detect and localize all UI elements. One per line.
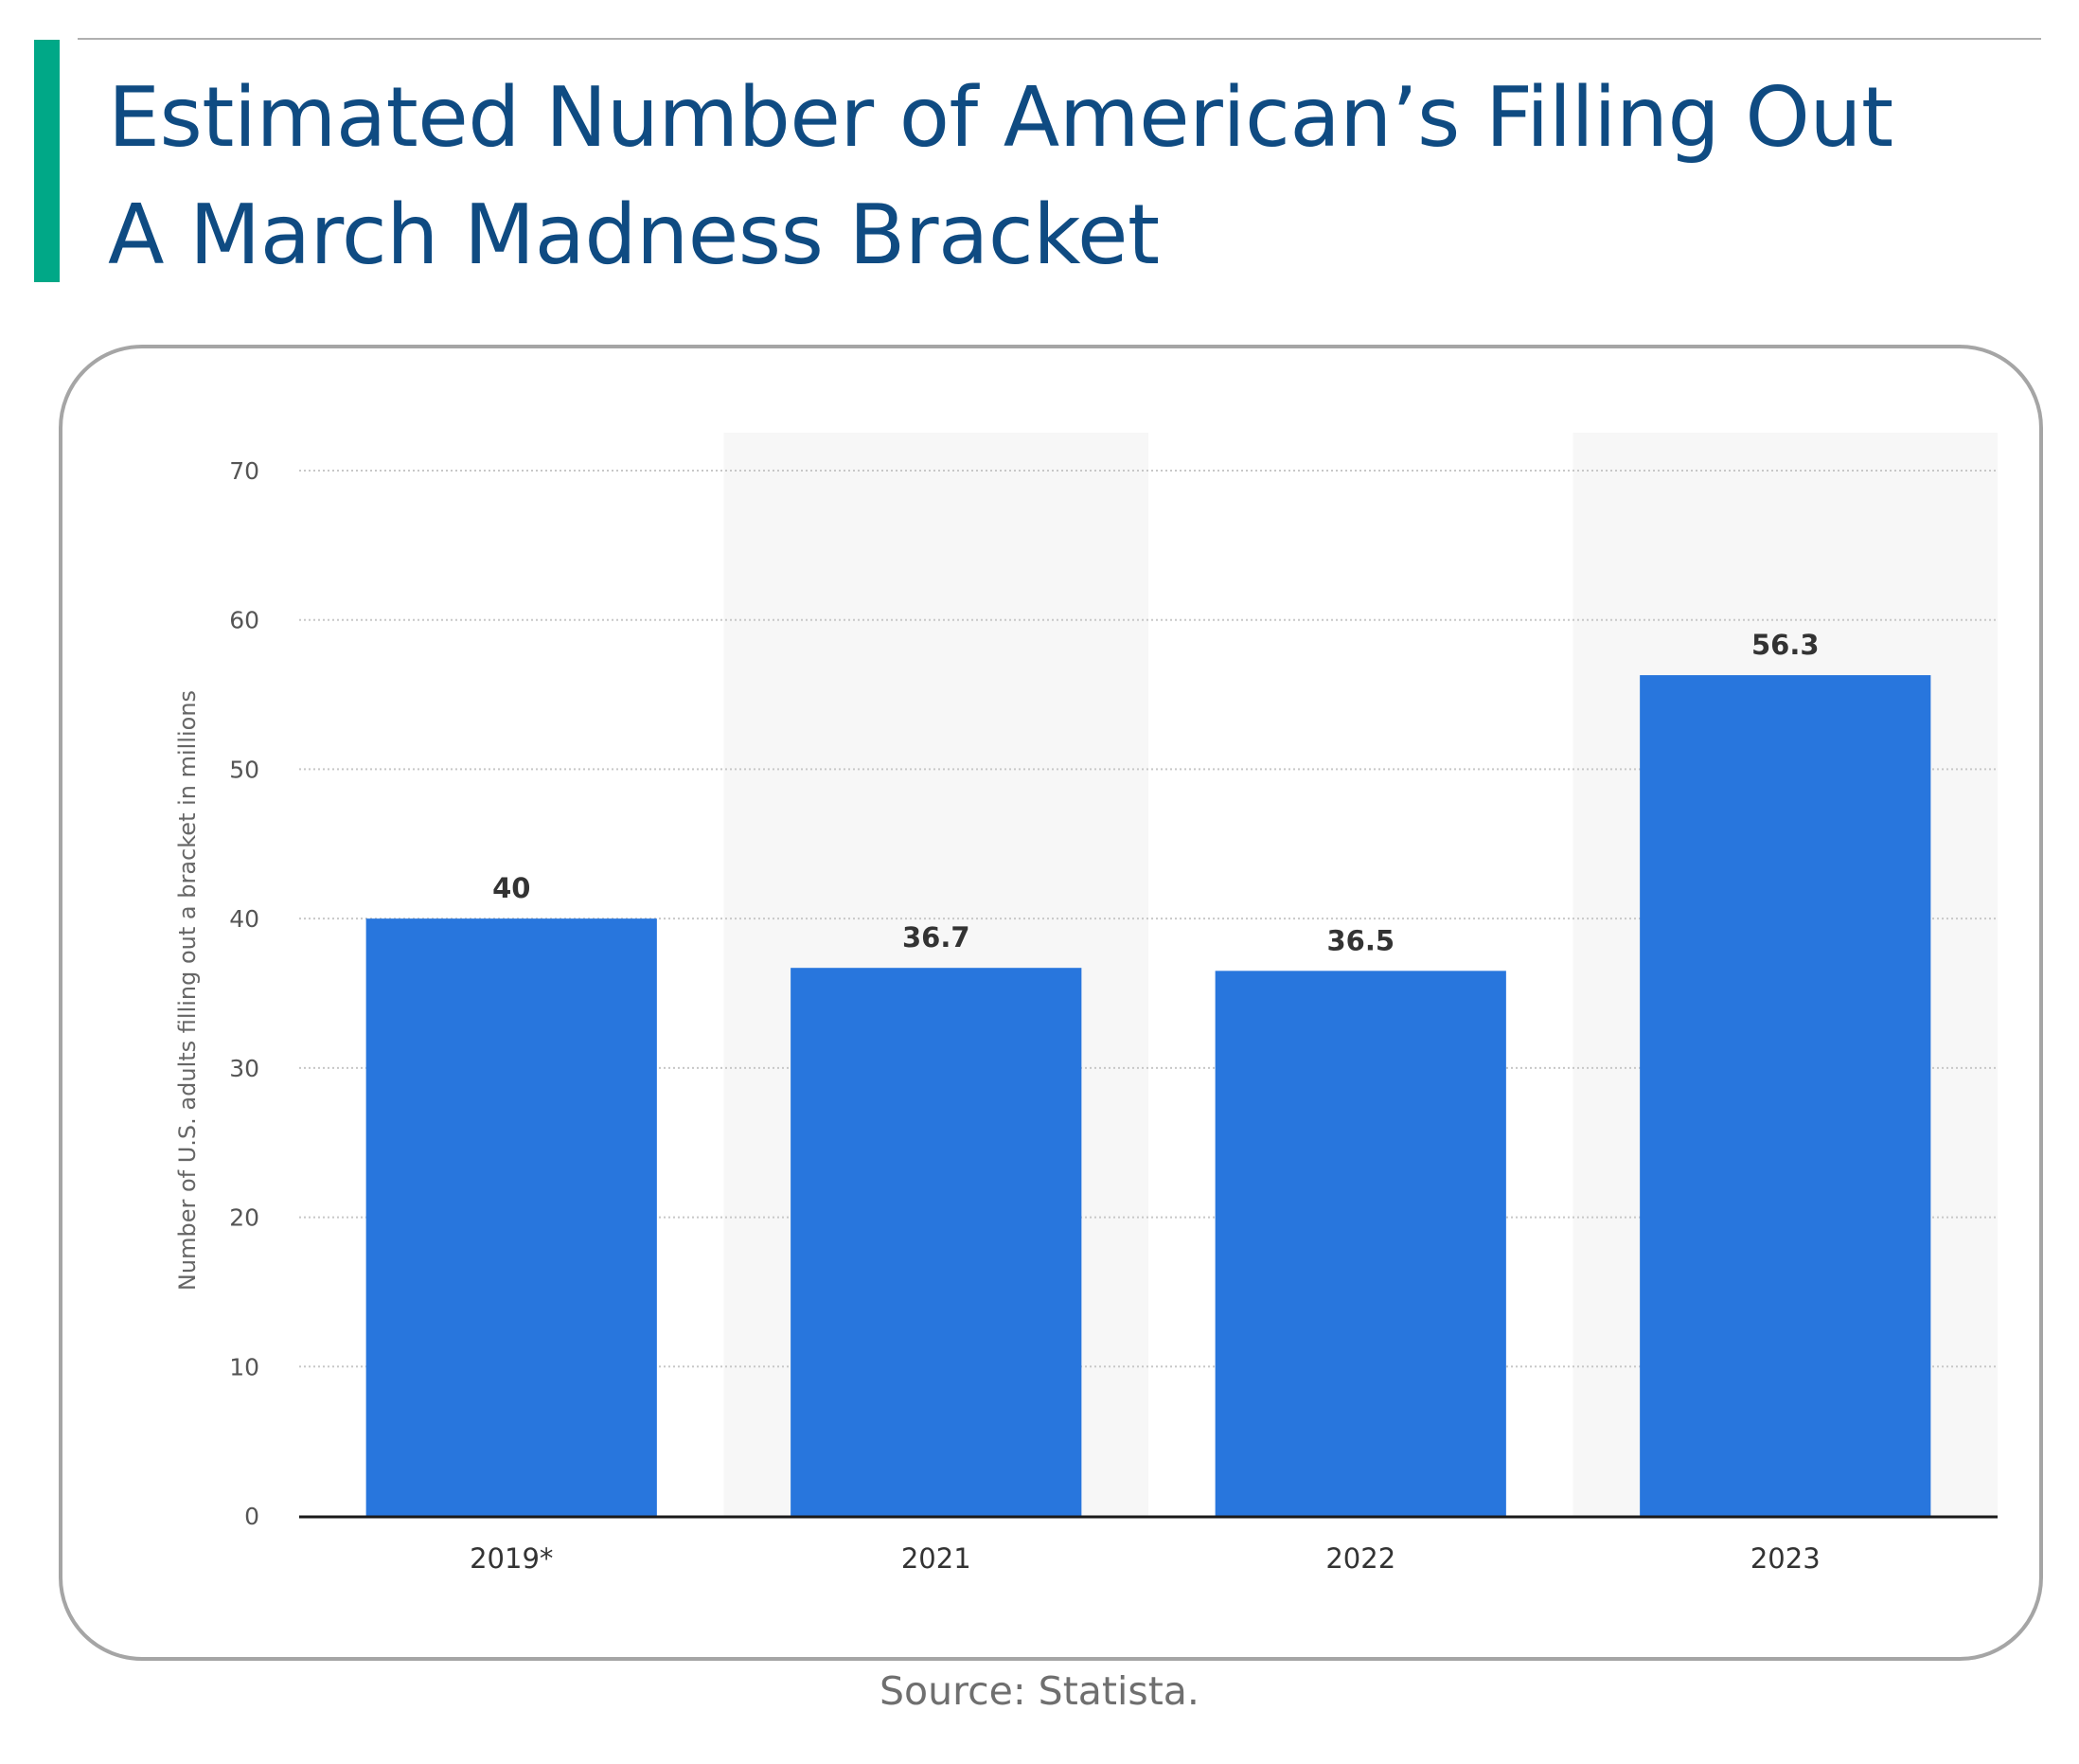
y-tick-70: 70: [229, 457, 259, 485]
data-labels: 40 36.7 36.5 56.3: [492, 629, 1819, 956]
y-tick-40: 40: [229, 905, 259, 933]
data-label-2019*: 40: [492, 872, 530, 904]
y-tick-50: 50: [229, 756, 259, 783]
data-label-2022: 36.5: [1326, 924, 1395, 956]
x-tick-2022: 2022: [1325, 1542, 1395, 1575]
y-axis-title: Number of U.S. adults filling out a brac…: [174, 690, 201, 1291]
x-tick-2023: 2023: [1750, 1542, 1821, 1575]
x-tick-2021: 2021: [901, 1542, 971, 1575]
bar-2019*: [365, 918, 657, 1516]
source-note: Source: Statista.: [880, 1668, 1199, 1714]
y-tick-60: 60: [229, 607, 259, 634]
top-rule: [78, 38, 2041, 40]
y-tick-0: 0: [244, 1503, 259, 1530]
page-title: Estimated Number of American’s Filling O…: [108, 69, 1893, 283]
bar-2023: [1640, 675, 1931, 1516]
data-label-2023: 56.3: [1751, 629, 1820, 661]
data-label-2021: 36.7: [902, 921, 970, 953]
bars: [365, 675, 1931, 1516]
x-tick-2019*: 2019*: [470, 1542, 553, 1575]
y-tick-10: 10: [229, 1353, 259, 1381]
x-tick-labels: 2019* 2021 2022 2023: [470, 1542, 1821, 1575]
y-tick-30: 30: [229, 1055, 259, 1082]
y-tick-20: 20: [229, 1204, 259, 1232]
bar-2021: [791, 968, 1082, 1516]
bar-2022: [1215, 971, 1506, 1516]
y-tick-labels: 0 10 20 30 40 50 60 70: [229, 457, 259, 1530]
accent-bar: [34, 40, 60, 282]
